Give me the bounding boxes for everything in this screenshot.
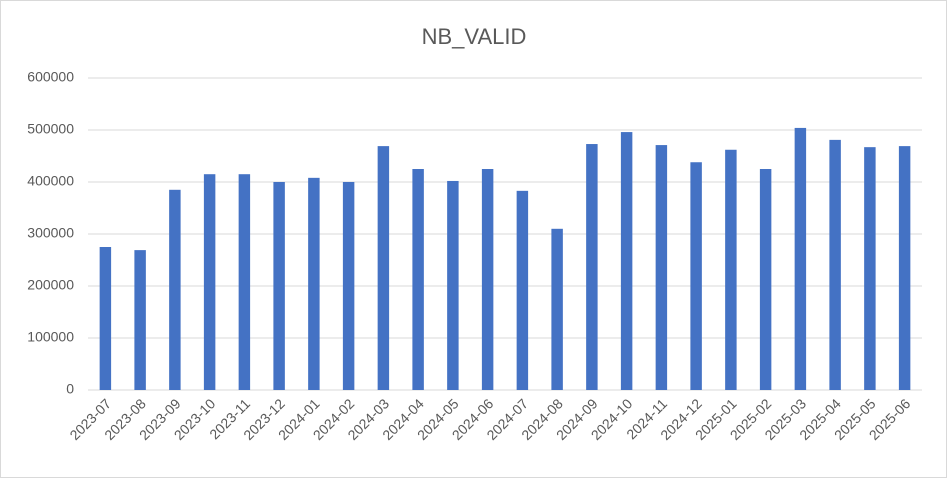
y-tick-label: 500000 xyxy=(27,121,74,137)
bar xyxy=(238,174,251,390)
bar xyxy=(516,190,529,390)
chart-title: NB_VALID xyxy=(422,24,527,49)
bar xyxy=(829,139,841,390)
bar xyxy=(794,127,807,391)
y-tick-label: 200000 xyxy=(27,277,74,293)
bar xyxy=(481,169,494,390)
bar xyxy=(377,146,390,390)
bar xyxy=(273,182,285,390)
bar xyxy=(308,177,320,390)
bar xyxy=(203,174,216,390)
bar xyxy=(447,180,459,390)
bar xyxy=(690,162,702,390)
bar xyxy=(864,147,876,390)
y-tick-label: 400000 xyxy=(27,173,74,189)
bar xyxy=(342,182,355,390)
y-tick-label: 100000 xyxy=(27,329,74,345)
y-tick-label: 600000 xyxy=(27,69,74,85)
bar xyxy=(620,132,633,390)
bar xyxy=(898,146,911,390)
bar xyxy=(759,169,772,390)
y-tick-label: 0 xyxy=(66,381,74,397)
bar xyxy=(655,145,668,390)
bar xyxy=(99,247,112,390)
bar xyxy=(586,144,598,390)
y-tick-label: 300000 xyxy=(27,225,74,241)
bar xyxy=(134,250,146,390)
bar xyxy=(169,189,181,390)
bar xyxy=(725,149,737,390)
bar xyxy=(551,228,563,390)
bar xyxy=(412,169,424,390)
